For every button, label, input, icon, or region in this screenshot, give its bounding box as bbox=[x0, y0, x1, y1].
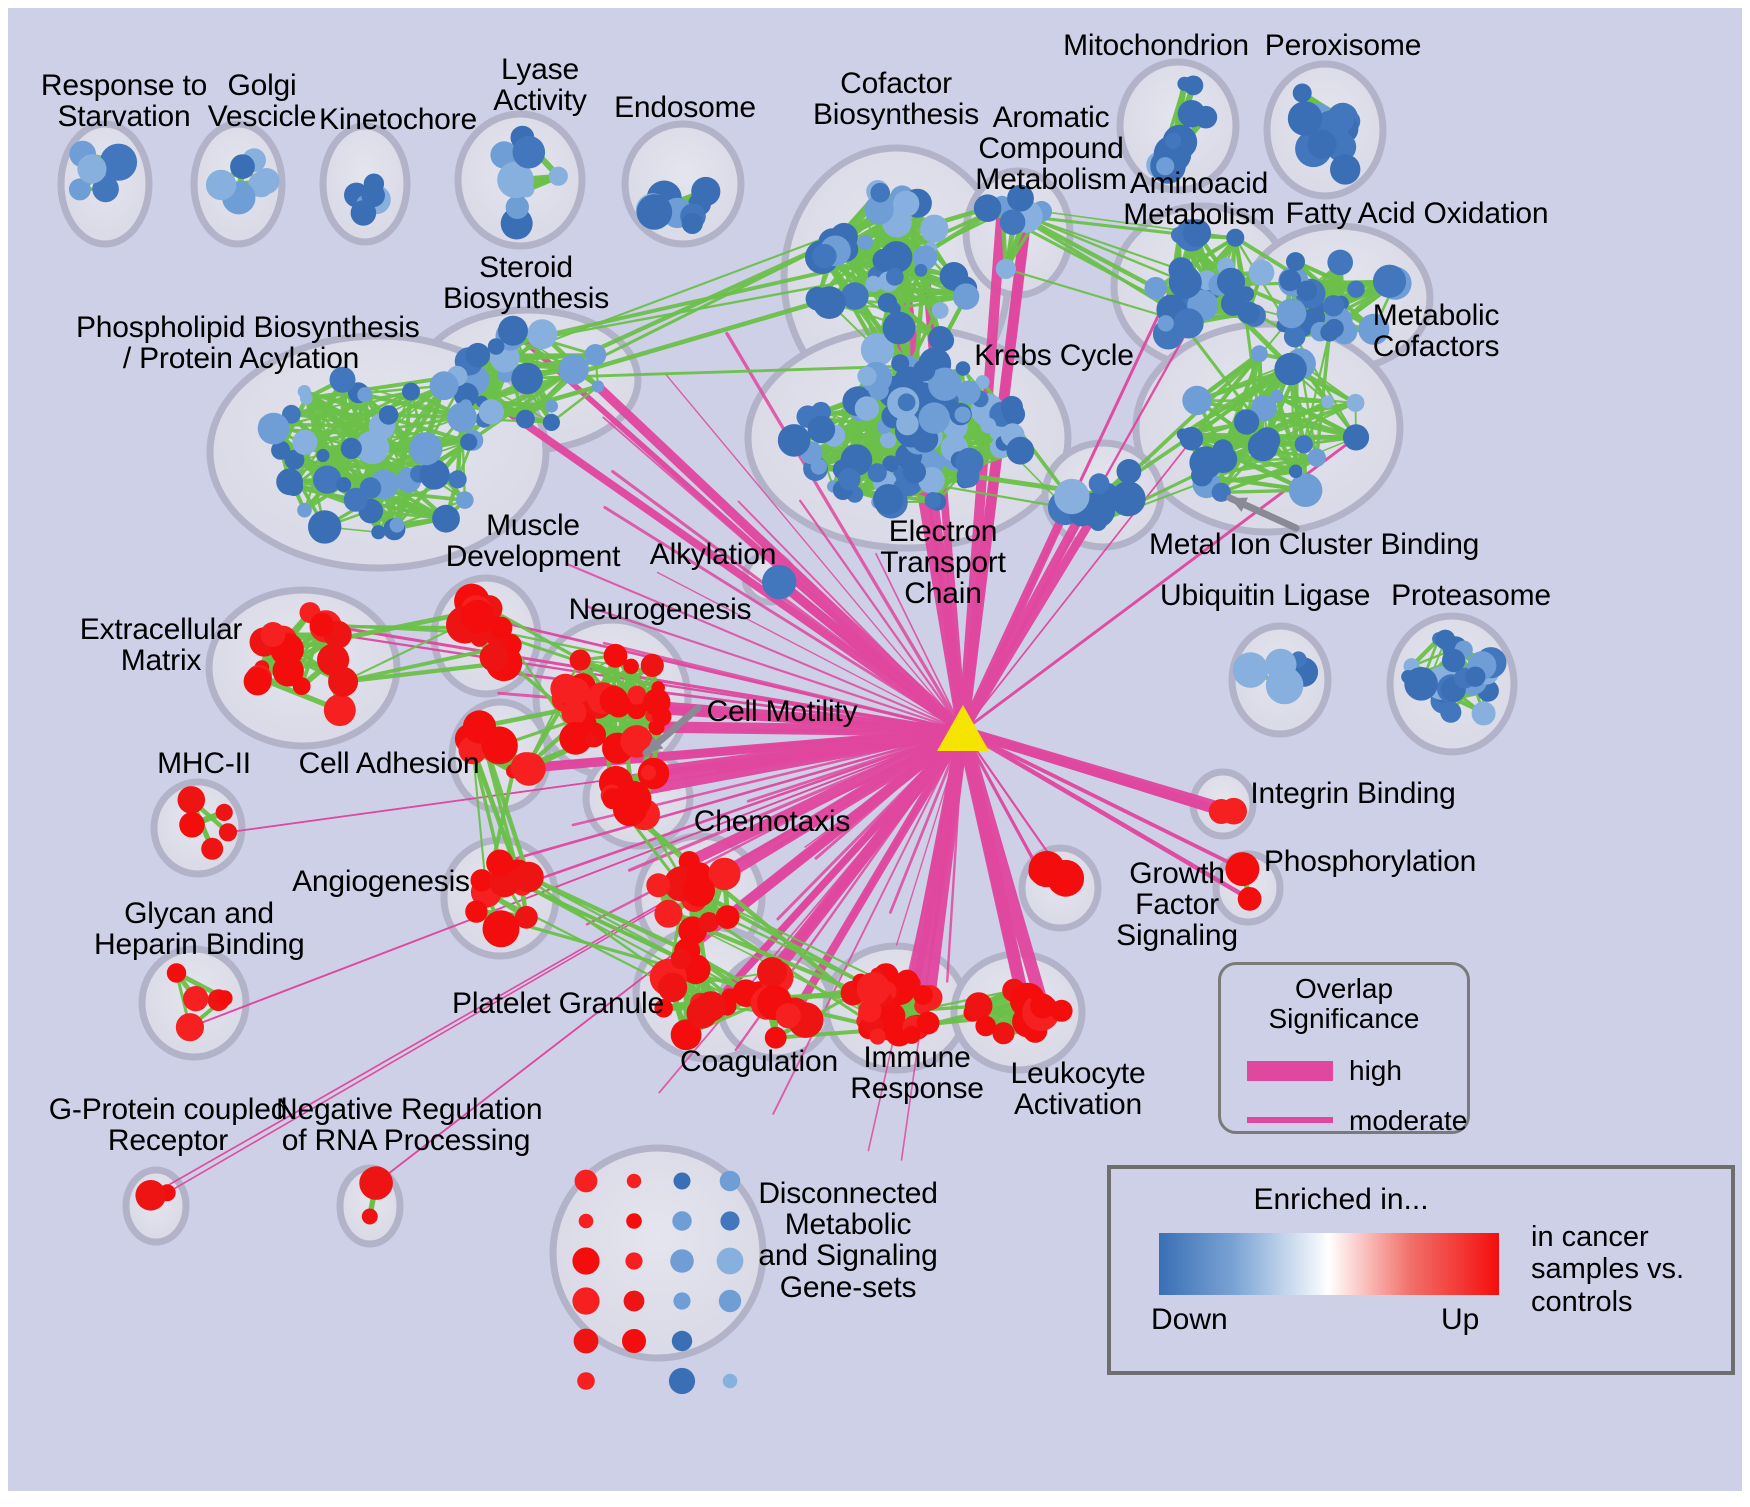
cluster-label-mitochondrion: Mitochondrion bbox=[1063, 29, 1249, 62]
cluster-label-neurogenesis: Neurogenesis bbox=[568, 593, 752, 626]
cluster-label-disconnected-gene-sets: Disconnected Metabolic and Signaling Gen… bbox=[758, 1177, 938, 1304]
legend-label-moderate: moderate bbox=[1349, 1105, 1468, 1136]
cluster-label-aromatic-compound-metabolism: Aromatic Compound Metabolism bbox=[975, 101, 1127, 197]
cluster-label-coagulation: Coagulation bbox=[680, 1045, 838, 1078]
cluster-label-response-to-starvation: Response to Starvation bbox=[40, 69, 208, 134]
cluster-label-immune-response: Immune Response bbox=[850, 1041, 984, 1106]
legend-enriched-in: Enriched in... Down Up in cancer samples… bbox=[1107, 1165, 1735, 1375]
network-diagram: Response to Starvation Golgi Vescicle Kine… bbox=[8, 8, 1742, 1491]
cluster-label-muscle-development: Muscle Development bbox=[445, 509, 621, 574]
legend-overlap-title: Overlap Significance bbox=[1268, 973, 1420, 1035]
cluster-label-kinetochore: Kinetochore bbox=[319, 103, 477, 136]
legend-swatch-moderate bbox=[1247, 1117, 1333, 1123]
legend-enriched-title: Enriched in... bbox=[1253, 1183, 1429, 1216]
cluster-label-peroxisome: Peroxisome bbox=[1264, 29, 1422, 62]
legend-label-down: Down bbox=[1151, 1303, 1228, 1336]
legend-comparison-text: in cancer samples vs. controls bbox=[1531, 1221, 1685, 1318]
cluster-label-endosome: Endosome bbox=[614, 91, 756, 124]
color-scale-bar bbox=[1159, 1233, 1499, 1295]
cluster-label-proteasome: Proteasome bbox=[1391, 579, 1551, 612]
cluster-label-steroid-biosynthesis: Steroid Biosynthesis bbox=[442, 251, 609, 316]
cluster-label-golgi-vescicle: Golgi Vescicle bbox=[207, 69, 317, 134]
cluster-label-negative-regulation-rna: Negative Regulation of RNA Processing bbox=[276, 1093, 543, 1158]
gene-set-nodes bbox=[68, 75, 1507, 1395]
cluster-label-electron-transport-chain: Electron Transport Chain bbox=[880, 515, 1006, 611]
cluster-label-mhc-ii: MHC-II bbox=[157, 747, 251, 780]
cluster-label-leukocyte-activation: Leukocyte Activation bbox=[1010, 1057, 1146, 1122]
cluster-label-growth-factor-signaling: Growth Factor Signaling bbox=[1116, 857, 1238, 953]
legend-swatch-high bbox=[1247, 1061, 1333, 1081]
annotation-arrows bbox=[642, 494, 1300, 757]
legend-label-up: Up bbox=[1441, 1303, 1480, 1336]
cluster-label-phospholipid-biosynthesis: Phospholipid Biosynthesis / Protein Acyl… bbox=[76, 311, 420, 376]
legend-label-high: high bbox=[1349, 1055, 1402, 1086]
cluster-label-metabolic-cofactors: Metabolic Cofactors bbox=[1372, 299, 1500, 364]
cluster-label-chemotaxis: Chemotaxis bbox=[693, 805, 851, 838]
cluster-label-extracellular-matrix: Extracellular Matrix bbox=[79, 613, 243, 678]
cluster-label-metal-ion-cluster-binding: Metal Ion Cluster Binding bbox=[1149, 528, 1480, 561]
cluster-label-ubiquitin-ligase: Ubiquitin Ligase bbox=[1160, 579, 1371, 612]
cluster-label-g-protein-coupled-receptor: G-Protein coupled Receptor bbox=[48, 1093, 288, 1158]
cluster-label-lyase-activity: Lyase Activity bbox=[493, 53, 587, 118]
cluster-label-cofactor-biosynthesis: Cofactor Biosynthesis bbox=[812, 67, 979, 132]
cluster-label-alkylation: Alkylation bbox=[649, 538, 777, 571]
hub-node-colon-cancer[interactable] bbox=[937, 705, 989, 751]
cluster-label-aminoacid-metabolism: Aminoacid Metabolism bbox=[1123, 167, 1275, 232]
cluster-label-cell-motility: Cell Motility bbox=[706, 695, 858, 728]
network-graph bbox=[57, 58, 1518, 1395]
cluster-label-phosphorylation: Phosphorylation bbox=[1263, 845, 1477, 878]
cluster-label-cell-adhesion: Cell Adhesion bbox=[298, 747, 480, 780]
legend-overlap-significance: Overlap Significance high moderate bbox=[1218, 962, 1470, 1136]
cluster-label-platelet-granule: Platelet Granule bbox=[452, 987, 664, 1020]
cluster-label-glycan-heparin-binding: Glycan and Heparin Binding bbox=[94, 897, 305, 962]
cluster-label-integrin-binding: Integrin Binding bbox=[1250, 777, 1456, 810]
cluster-label-fatty-acid-oxidation: Fatty Acid Oxidation bbox=[1285, 197, 1549, 230]
cluster-label-krebs-cycle: Krebs Cycle bbox=[974, 339, 1134, 372]
cluster-label-angiogenesis: Angiogenesis bbox=[292, 865, 470, 898]
